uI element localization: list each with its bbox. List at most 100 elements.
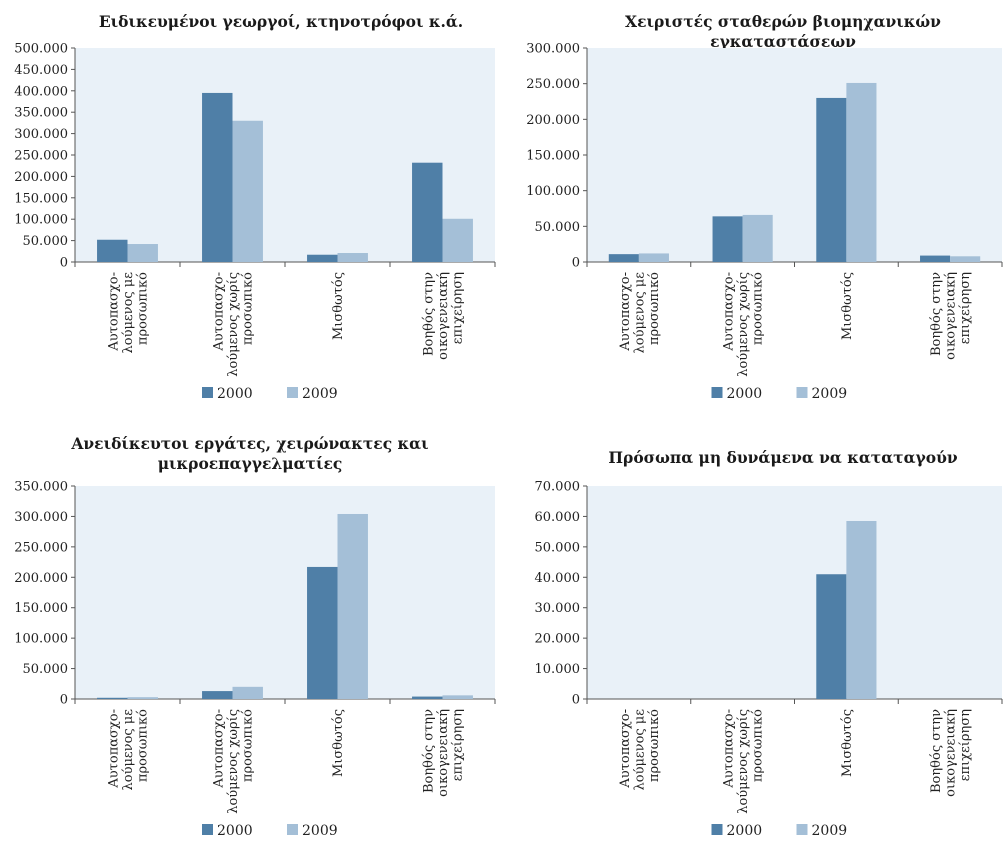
x-category-label: Μισθωτός bbox=[331, 272, 346, 340]
legend-swatch-2009 bbox=[796, 824, 808, 835]
legend-swatch-2009 bbox=[287, 387, 298, 398]
legend-label: 2000 bbox=[727, 823, 763, 839]
chart-title: Χειριστές σταθερών βιομηχανικών εγκαταστ… bbox=[625, 12, 941, 51]
x-category-label: προσωπικό bbox=[647, 709, 662, 782]
legend-label: 2009 bbox=[302, 823, 338, 839]
x-category-label: Αυτοπασχο- bbox=[722, 272, 737, 352]
chart-svg: 0 10.000 20.000 30.000 40.000 50.000 60.000 70.… bbox=[535, 480, 1003, 839]
bar-2009 bbox=[846, 520, 877, 699]
bar-2000 bbox=[97, 239, 128, 262]
bar-2000 bbox=[307, 254, 338, 262]
bar-2000 bbox=[202, 691, 233, 699]
x-category-label: λούμενος με bbox=[121, 709, 136, 791]
x-category-label: Μισθωτός bbox=[840, 709, 855, 777]
chart-title: Ειδικευμένοι γεωργοί, κτηνοτρόφοι κ.ά. bbox=[98, 12, 464, 31]
bar-2009 bbox=[337, 513, 368, 699]
x-category-label: επιχείρηση bbox=[451, 272, 466, 344]
y-tick-label: 450.000 bbox=[14, 63, 68, 78]
bar-2000 bbox=[816, 97, 847, 262]
x-category-label: οικογενειακή bbox=[436, 709, 451, 797]
plot-area bbox=[587, 48, 1002, 262]
y-tick-label: 0 bbox=[572, 256, 580, 271]
x-category-label: επιχείρηση bbox=[451, 709, 466, 781]
x-category-label: προσωπικό bbox=[647, 272, 662, 345]
x-category-label: Αυτοπασχο- bbox=[618, 272, 633, 352]
bar-2000 bbox=[412, 696, 443, 699]
y-tick-label: 0 bbox=[60, 693, 68, 708]
plot-area bbox=[75, 486, 495, 699]
y-tick-label: 200.000 bbox=[14, 571, 68, 586]
bar-2009 bbox=[846, 82, 877, 262]
chart-svg: 0 50.000 100.000 150.000 200.000 250.000 300.0… bbox=[526, 42, 1003, 402]
legend-swatch-2000 bbox=[202, 824, 213, 835]
bar-2009 bbox=[742, 214, 773, 262]
x-category-label: οικογενειακή bbox=[944, 272, 959, 360]
legend-label: 2009 bbox=[812, 386, 848, 402]
chart-svg: 0 50.000 100.000 150.000 200.000 250.000 300.0… bbox=[14, 42, 496, 402]
bar-2000 bbox=[920, 255, 951, 262]
y-tick-label: 150.000 bbox=[14, 191, 68, 206]
y-tick-label: 300.000 bbox=[14, 127, 68, 142]
legend-label: 2009 bbox=[812, 823, 848, 839]
x-category-label: Αυτοπασχο- bbox=[107, 709, 122, 789]
x-category-label: λούμενος χωρίς bbox=[736, 709, 751, 814]
chart-svg: 0 50.000 100.000 150.000 200.000 250.000 300.0… bbox=[14, 480, 496, 839]
y-tick-label: 200.000 bbox=[14, 170, 68, 185]
legend-swatch-2009 bbox=[796, 387, 808, 398]
chart-title: Πρόσωπα μη δυνάμενα να καταταγούν bbox=[608, 448, 958, 467]
y-tick-label: 250.000 bbox=[14, 540, 68, 555]
y-tick-label: 150.000 bbox=[526, 149, 580, 164]
x-category-label: λούμενος χωρίς bbox=[226, 709, 241, 814]
bar-2000 bbox=[816, 574, 847, 699]
x-category-label: Βοηθός στην bbox=[929, 272, 944, 356]
bar-2000 bbox=[202, 92, 233, 262]
x-category-label: προσωπικό bbox=[136, 272, 151, 345]
y-tick-label: 100.000 bbox=[14, 213, 68, 228]
chart-panel: Χειριστές σταθερών βιομηχανικών εγκαταστ… bbox=[502, 0, 1004, 422]
y-tick-label: 400.000 bbox=[14, 84, 68, 99]
x-category-label: Αυτοπασχο- bbox=[618, 709, 633, 789]
bar-2009 bbox=[950, 256, 981, 262]
x-category-label: Βοηθός στην bbox=[929, 709, 944, 793]
x-category-label: Βοηθός στην bbox=[422, 709, 437, 793]
chart-panel: Ανειδίκευτοι εργάτες, χειρώνακτες και μι… bbox=[0, 422, 502, 844]
x-category-label: Μισθωτός bbox=[840, 272, 855, 340]
x-category-label: Αυτοπασχο- bbox=[212, 272, 227, 352]
y-tick-label: 0 bbox=[572, 693, 580, 708]
x-category-label: οικογενειακή bbox=[944, 709, 959, 797]
bar-2009 bbox=[127, 244, 158, 262]
plot-area bbox=[587, 486, 1002, 699]
y-tick-label: 50.000 bbox=[535, 220, 581, 235]
y-tick-label: 100.000 bbox=[526, 184, 580, 199]
y-tick-label: 60.000 bbox=[535, 510, 581, 525]
y-tick-label: 70.000 bbox=[535, 480, 581, 495]
x-category-label: επιχείρηση bbox=[958, 272, 973, 344]
legend-label: 2000 bbox=[217, 823, 253, 839]
bar-2000 bbox=[307, 566, 338, 699]
x-category-label: Αυτοπασχο- bbox=[722, 709, 737, 789]
legend-swatch-2000 bbox=[202, 387, 213, 398]
bar-2009 bbox=[442, 695, 473, 699]
y-tick-label: 300.000 bbox=[14, 510, 68, 525]
legend-swatch-2000 bbox=[711, 824, 723, 835]
x-category-label: Βοηθός στην bbox=[422, 272, 437, 356]
y-tick-label: 250.000 bbox=[526, 77, 580, 92]
x-category-label: επιχείρηση bbox=[958, 709, 973, 781]
y-tick-label: 20.000 bbox=[535, 632, 581, 647]
x-category-label: προσωπικό bbox=[241, 709, 256, 782]
chart-panel: Ειδικευμένοι γεωργοί, κτηνοτρόφοι κ.ά. 0 5… bbox=[0, 0, 502, 422]
legend-label: 2009 bbox=[302, 386, 338, 402]
legend-label: 2000 bbox=[217, 386, 253, 402]
y-tick-label: 150.000 bbox=[14, 601, 68, 616]
bar-2000 bbox=[412, 162, 443, 262]
y-tick-label: 200.000 bbox=[526, 113, 580, 128]
legend-swatch-2000 bbox=[711, 387, 723, 398]
legend-swatch-2009 bbox=[287, 824, 298, 835]
x-category-label: λούμενος με bbox=[632, 709, 647, 791]
y-tick-label: 100.000 bbox=[14, 632, 68, 647]
y-tick-label: 300.000 bbox=[526, 42, 580, 57]
x-category-label: Αυτοπασχο- bbox=[212, 709, 227, 789]
y-tick-label: 350.000 bbox=[14, 106, 68, 121]
x-category-label: λούμενος χωρίς bbox=[736, 272, 751, 377]
